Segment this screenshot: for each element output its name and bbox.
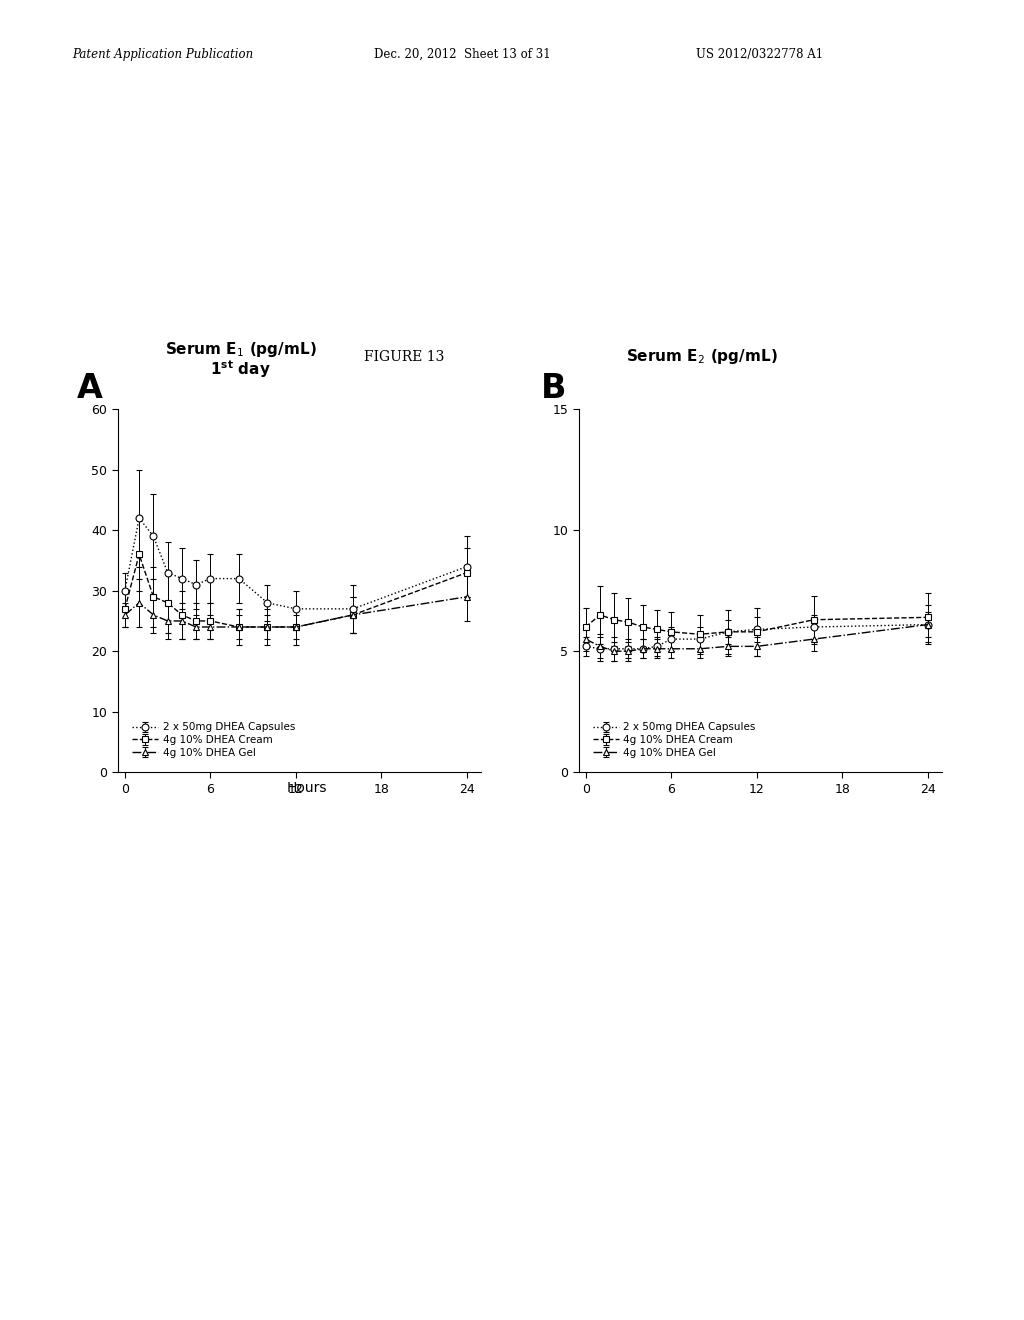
Text: US 2012/0322778 A1: US 2012/0322778 A1 xyxy=(696,48,823,61)
Text: B: B xyxy=(541,372,566,405)
Text: FIGURE 13: FIGURE 13 xyxy=(365,350,444,364)
Text: $\mathbf{1^{st}}$ day: $\mathbf{1^{st}}$ day xyxy=(210,359,271,380)
Text: Dec. 20, 2012  Sheet 13 of 31: Dec. 20, 2012 Sheet 13 of 31 xyxy=(374,48,550,61)
Legend: 2 x 50mg DHEA Capsules, 4g 10% DHEA Cream, 4g 10% DHEA Gel: 2 x 50mg DHEA Capsules, 4g 10% DHEA Crea… xyxy=(591,721,758,760)
Text: Patent Application Publication: Patent Application Publication xyxy=(72,48,253,61)
Text: Serum E$_2$ (pg/mL): Serum E$_2$ (pg/mL) xyxy=(626,347,777,366)
Text: Hours: Hours xyxy=(287,781,328,796)
Text: Serum E$_1$ (pg/mL): Serum E$_1$ (pg/mL) xyxy=(165,341,316,359)
Text: A: A xyxy=(77,372,102,405)
Legend: 2 x 50mg DHEA Capsules, 4g 10% DHEA Cream, 4g 10% DHEA Gel: 2 x 50mg DHEA Capsules, 4g 10% DHEA Crea… xyxy=(130,721,297,760)
